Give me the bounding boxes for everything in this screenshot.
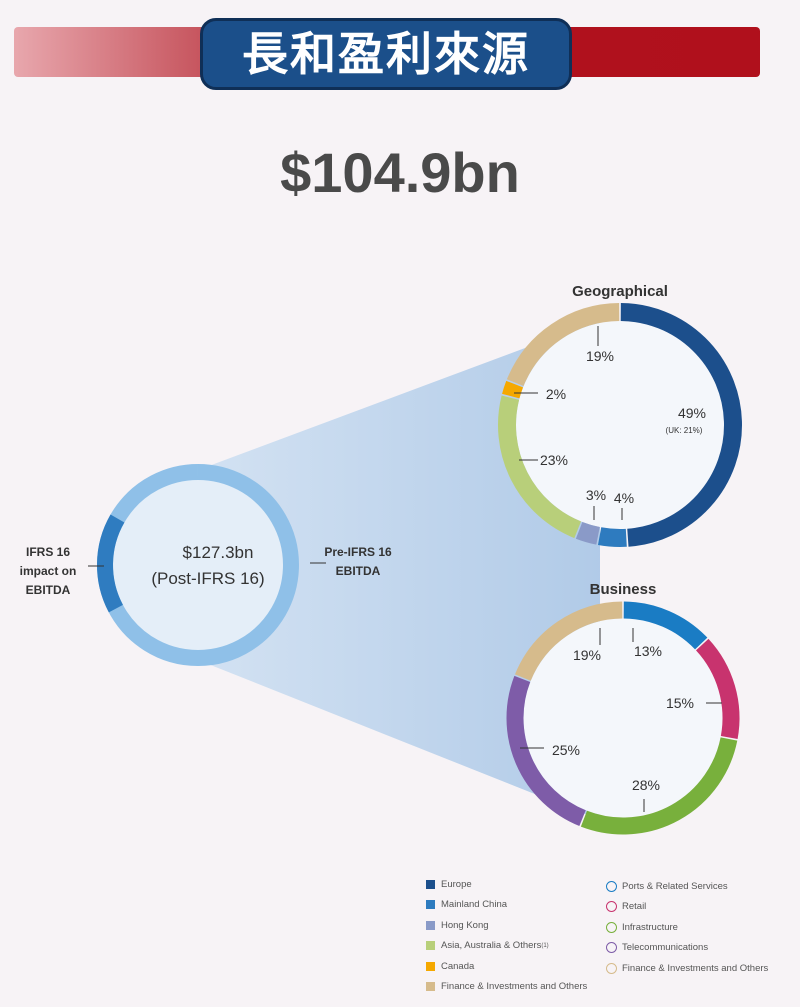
total-value: $104.9bn bbox=[280, 141, 520, 204]
footnote-marker: (1) bbox=[541, 942, 549, 949]
legend-item: Canada bbox=[426, 956, 587, 977]
geo-slice-label: 49% bbox=[678, 405, 706, 421]
geo-slice-label: 2% bbox=[546, 386, 566, 402]
legend-swatch bbox=[426, 879, 435, 889]
legend-item: Retail bbox=[606, 897, 768, 918]
geo-slice-label: 23% bbox=[540, 452, 568, 468]
legend-label: Asia, Australia & Others bbox=[441, 940, 542, 952]
legend-item: Telecommunications bbox=[606, 938, 768, 959]
legend-label: Finance & Investments and Others bbox=[622, 962, 769, 974]
legend-business: Ports & Related Services Retail Infrastruc… bbox=[606, 876, 768, 979]
legend-label: Retail bbox=[622, 901, 647, 913]
legend-geographical: Europe Mainland China Hong Kong Asia, Austr… bbox=[426, 874, 587, 997]
business-slice-label: 25% bbox=[552, 742, 580, 758]
legend-item: Asia, Australia & Others (1) bbox=[426, 936, 587, 957]
geo-slice bbox=[620, 303, 742, 547]
ifrs16-impact-label: impact on bbox=[20, 564, 77, 578]
legend-label: Finance & Investments and Others bbox=[441, 981, 588, 993]
pre-ifrs16-segment bbox=[97, 464, 299, 666]
business-title: Business bbox=[590, 581, 657, 598]
business-slice-label: 28% bbox=[632, 777, 660, 793]
legend-item: Mainland China bbox=[426, 895, 587, 916]
geo-slice-label: 19% bbox=[586, 348, 614, 364]
ifrs16-impact-label: EBITDA bbox=[26, 583, 71, 597]
ifrs16-impact-segment bbox=[97, 514, 125, 613]
legend-item: Ports & Related Services bbox=[606, 876, 768, 897]
business-slice bbox=[580, 737, 738, 835]
legend-label: Telecommunications bbox=[622, 942, 709, 954]
legend-swatch bbox=[426, 941, 435, 951]
phone-icon bbox=[606, 942, 617, 954]
business-slice bbox=[623, 601, 708, 650]
business-slice bbox=[695, 638, 740, 740]
legend-item: Europe bbox=[426, 874, 587, 895]
projection-cone bbox=[198, 320, 600, 820]
legend-swatch bbox=[426, 920, 435, 930]
cart-icon bbox=[606, 901, 617, 913]
legend-label: Canada bbox=[441, 960, 475, 972]
legend-item: Hong Kong bbox=[426, 915, 587, 936]
geo-slice-label: 3% bbox=[586, 487, 606, 503]
center-subtitle: (Post-IFRS 16) bbox=[151, 569, 264, 588]
center-value: $127.3bn bbox=[183, 543, 254, 562]
pre-ifrs16-label: EBITDA bbox=[336, 564, 381, 578]
legend-swatch bbox=[426, 961, 435, 971]
business-slice-label: 15% bbox=[666, 695, 694, 711]
center-donut-hole bbox=[112, 479, 284, 651]
geo-slice bbox=[597, 527, 627, 547]
legend-swatch bbox=[426, 900, 435, 910]
geo-slice bbox=[498, 395, 582, 539]
infrastructure-icon bbox=[606, 921, 617, 933]
geo-slice bbox=[575, 521, 600, 545]
legend-label: Infrastructure bbox=[622, 921, 678, 933]
business-slice bbox=[506, 675, 586, 827]
geo-annotation: (UK: 21%) bbox=[666, 426, 703, 435]
page-title: 長和盈利來源 bbox=[200, 18, 572, 90]
legend-label: Mainland China bbox=[441, 899, 508, 911]
legend-label: Hong Kong bbox=[441, 919, 489, 931]
finance-icon bbox=[606, 962, 617, 974]
pre-ifrs16-label: Pre-IFRS 16 bbox=[324, 545, 392, 559]
geo-hole bbox=[516, 321, 724, 529]
geo-title: Geographical bbox=[572, 283, 668, 300]
geo-slice bbox=[502, 380, 524, 399]
ship-icon bbox=[606, 880, 617, 892]
legend-item: Infrastructure bbox=[606, 917, 768, 938]
ifrs16-impact-label: IFRS 16 bbox=[26, 545, 70, 559]
legend-label: Ports & Related Services bbox=[622, 880, 728, 892]
business-slice-label: 19% bbox=[573, 647, 601, 663]
business-slice-label: 13% bbox=[634, 643, 662, 659]
legend-swatch bbox=[426, 982, 435, 992]
business-slice bbox=[514, 601, 623, 681]
legend-item: Finance & Investments and Others bbox=[426, 977, 587, 998]
business-hole bbox=[523, 618, 723, 818]
legend-item: Finance & Investments and Others bbox=[606, 958, 768, 979]
legend-label: Europe bbox=[441, 878, 472, 890]
geo-slice bbox=[506, 303, 620, 387]
geo-slice-label: 4% bbox=[614, 490, 634, 506]
